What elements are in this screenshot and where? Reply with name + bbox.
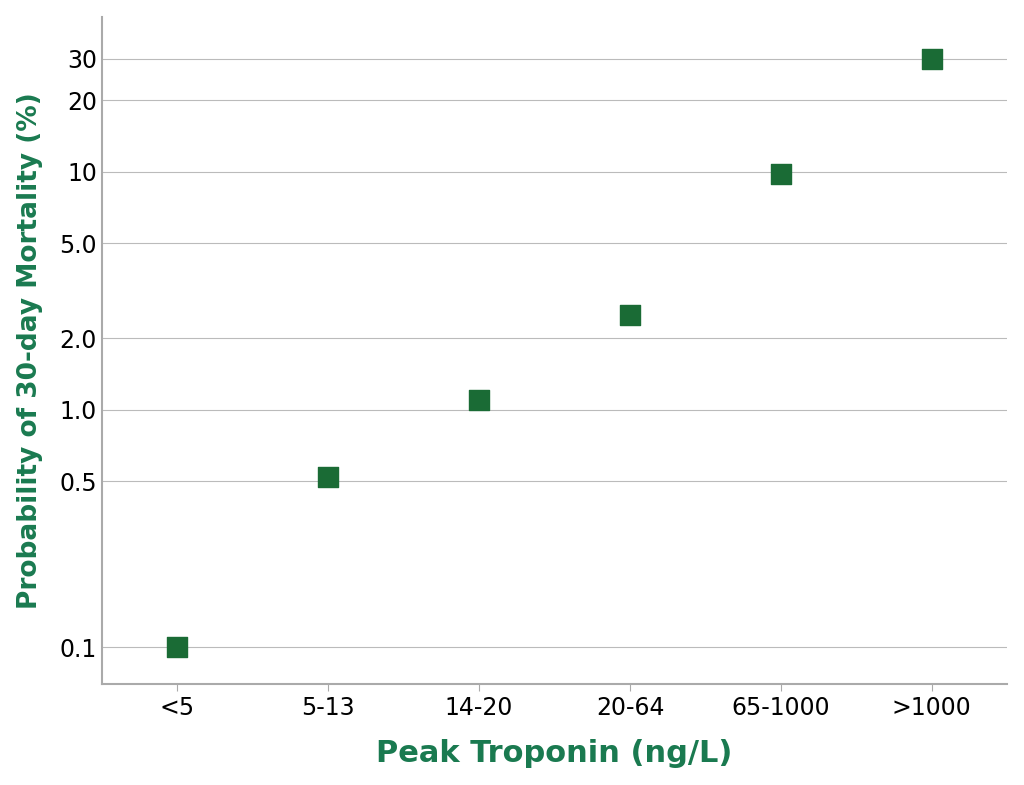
Point bbox=[773, 168, 790, 181]
Point bbox=[169, 641, 185, 654]
Y-axis label: Probability of 30-day Mortality (%): Probability of 30-day Mortality (%) bbox=[16, 92, 43, 608]
Point bbox=[321, 471, 337, 484]
X-axis label: Peak Troponin (ng/L): Peak Troponin (ng/L) bbox=[377, 739, 733, 769]
Point bbox=[924, 53, 940, 65]
Point bbox=[471, 393, 487, 406]
Point bbox=[622, 309, 638, 321]
